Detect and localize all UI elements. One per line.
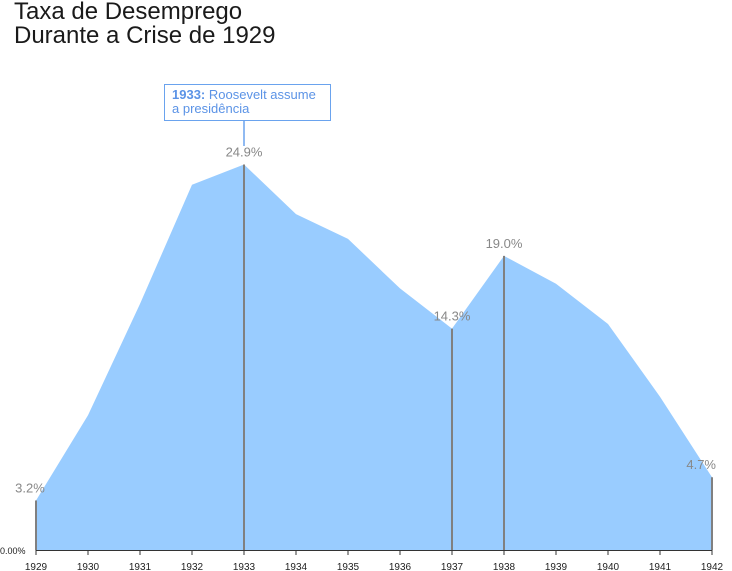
value-label-1929: 3.2% [15,480,45,495]
value-label-1942: 4.7% [686,457,716,472]
value-label-1933: 24.9% [226,145,263,160]
x-tick-label-1940: 1940 [597,562,620,571]
x-tick-label-1930: 1930 [77,562,100,571]
chart-title-line-1: Taxa de Desemprego [14,0,243,25]
x-tick-label-1931: 1931 [129,562,152,571]
annotation-separator: : [200,87,206,102]
x-tick-label-1934: 1934 [285,562,308,571]
x-tick-label-1933: 1933 [233,562,256,571]
x-tick-label-1929: 1929 [25,562,48,571]
x-tick-label-1936: 1936 [389,562,412,571]
value-label-1938: 19.0% [486,236,523,251]
x-tick-label-1942: 1942 [701,562,724,571]
value-label-1937: 14.3% [434,309,471,324]
x-tick-label-1939: 1939 [545,562,568,571]
chart-title-line-2: Durante a Crise de 1929 [14,22,276,49]
annotation-text: Roosevelt assume a presidência [172,87,316,116]
x-tick-label-1932: 1932 [181,562,204,571]
chart-title: Taxa de Desemprego Durante a Crise de 19… [14,0,276,48]
x-tick-label-1938: 1938 [493,562,516,571]
annotation-box: 1933: Roosevelt assume a presidência [164,84,331,121]
y-tick-label-0: 0.00% [0,546,26,556]
x-tick-label-1941: 1941 [649,562,672,571]
x-tick-label-1937: 1937 [441,562,464,571]
annotation-year: 1933 [172,87,201,102]
x-tick-label-1935: 1935 [337,562,360,571]
unemployment-area [36,164,712,550]
